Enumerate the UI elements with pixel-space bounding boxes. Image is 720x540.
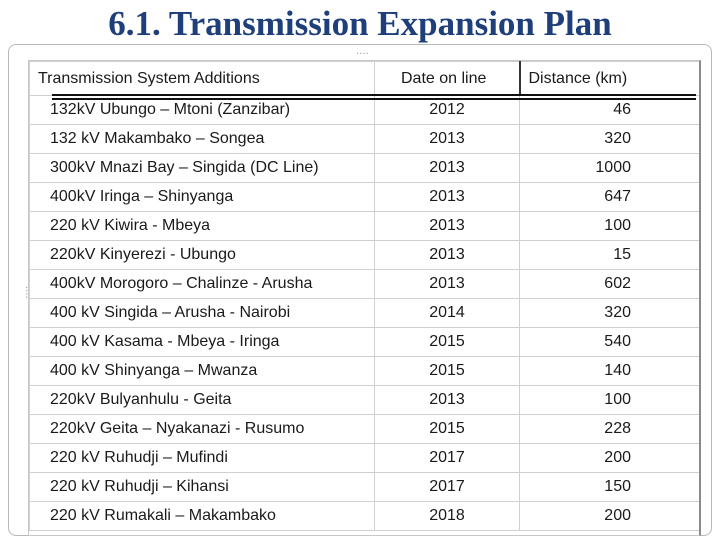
cell-distance: 320 (519, 298, 699, 328)
cell-distance: 602 (519, 269, 699, 299)
cell-date-on-line: 2017 (374, 443, 520, 473)
cell-distance: 150 (519, 472, 699, 502)
cell-date-on-line: 2013 (374, 124, 520, 154)
cell-line-name: 220 kV Ruhudji – Kihansi (29, 472, 375, 502)
resize-handle-top[interactable]: ···· (356, 49, 369, 60)
cell-date-on-line: 2012 (374, 95, 520, 125)
cell-line-name: 132 kV Makambako – Songea (29, 124, 375, 154)
table-row: 400 kV Shinyanga – Mwanza 2015 140 (29, 356, 699, 386)
table-row: 300kV Mnazi Bay – Singida (DC Line) 2013 1… (29, 153, 699, 183)
cell-line-name: 220 kV Ruhudji – Mufindi (29, 443, 375, 473)
cell-line-name: 400 kV Kasama - Mbeya - Iringa (29, 327, 375, 357)
cell-distance: 200 (519, 443, 699, 473)
cell-distance: 200 (519, 501, 699, 531)
cell-date-on-line: 2013 (374, 153, 520, 183)
cell-line-name: 300kV Mnazi Bay – Singida (DC Line) (29, 153, 375, 183)
cell-date-on-line: 2017 (374, 472, 520, 502)
cell-date-on-line: 2018 (374, 501, 520, 531)
cell-date-on-line: 2013 (374, 211, 520, 241)
cell-distance: 46 (519, 95, 699, 125)
cell-distance: 140 (519, 356, 699, 386)
cell-date-on-line: 2015 (374, 356, 520, 386)
table-row: 132kV Ubungo – Mtoni (Zanzibar) 2012 46 (29, 95, 699, 125)
slide-title: 6.1. Transmission Expansion Plan (108, 4, 612, 43)
cell-line-name: 132kV Ubungo – Mtoni (Zanzibar) (29, 95, 375, 125)
table-row: 220 kV Kiwira - Mbeya 2013 100 (29, 211, 699, 241)
header-date: Date on line (374, 61, 521, 96)
table-row: 400kV Morogoro – Chalinze - Arusha 2013 60… (29, 269, 699, 299)
cell-distance: 647 (519, 182, 699, 212)
cell-date-on-line: 2013 (374, 385, 520, 415)
cell-line-name: 220 kV Kiwira - Mbeya (29, 211, 375, 241)
transmission-table: Transmission System Additions Date on li… (28, 60, 701, 536)
table-row: 220 kV Rumakali – Makambako 2018 200 (29, 501, 699, 531)
table-header-row: Transmission System Additions Date on li… (29, 61, 699, 96)
header-additions: Transmission System Additions (29, 61, 375, 96)
cell-line-name: 400 kV Shinyanga – Mwanza (29, 356, 375, 386)
cell-date-on-line: 2014 (374, 298, 520, 328)
table-row: 400 kV Singida – Arusha - Nairobi 2014 320 (29, 298, 699, 328)
cell-line-name: 220 kV Rumakali – Makambako (29, 501, 375, 531)
cell-line-name: 400kV Morogoro – Chalinze - Arusha (29, 269, 375, 299)
header-distance: Distance (km) (519, 61, 699, 96)
cell-date-on-line: 2015 (374, 327, 520, 357)
table-row: 400 kV Kasama - Mbeya - Iringa 2015 540 (29, 327, 699, 357)
cell-line-name: 220kV Kinyerezi - Ubungo (29, 240, 375, 270)
table-row: 400kV Iringa – Shinyanga 2013 647 (29, 182, 699, 212)
cell-distance: 100 (519, 385, 699, 415)
cell-line-name: 400 kV Singida – Arusha - Nairobi (29, 298, 375, 328)
cell-line-name: 400kV Iringa – Shinyanga (29, 182, 375, 212)
cell-distance: 1000 (519, 153, 699, 183)
cell-date-on-line: 2013 (374, 240, 520, 270)
overline-rule (52, 94, 696, 96)
cell-date-on-line: 2013 (374, 269, 520, 299)
table-row: 220kV Kinyerezi - Ubungo 2013 15 (29, 240, 699, 270)
cell-date-on-line: 2015 (374, 414, 520, 444)
table-row: 220 kV Ruhudji – Kihansi 2017 150 (29, 472, 699, 502)
cell-date-on-line: 2013 (374, 182, 520, 212)
cell-distance: 540 (519, 327, 699, 357)
cell-distance: 320 (519, 124, 699, 154)
table-row: 220kV Geita – Nyakanazi - Rusumo 2015 228 (29, 414, 699, 444)
resize-handle-left[interactable]: ···· (20, 286, 31, 299)
cell-distance: 100 (519, 211, 699, 241)
overline-rule (52, 98, 696, 100)
cell-line-name: 220kV Bulyanhulu - Geita (29, 385, 375, 415)
cell-distance: 15 (519, 240, 699, 270)
cell-distance: 228 (519, 414, 699, 444)
table-row: 220kV Bulyanhulu - Geita 2013 100 (29, 385, 699, 415)
cell-line-name: 220kV Geita – Nyakanazi - Rusumo (29, 414, 375, 444)
table-row: 220 kV Ruhudji – Mufindi 2017 200 (29, 443, 699, 473)
table-row: 132 kV Makambako – Songea 2013 320 (29, 124, 699, 154)
